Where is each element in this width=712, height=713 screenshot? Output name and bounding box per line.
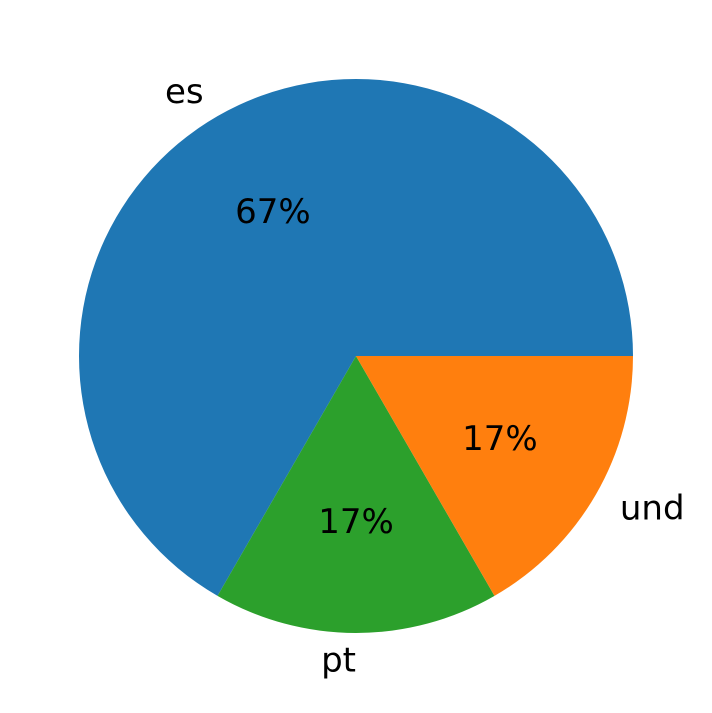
slice-label-und: und (620, 488, 685, 528)
slice-label-pt: pt (321, 641, 356, 681)
slice-percent-pt: 17% (318, 502, 394, 542)
slice-percent-es: 67% (235, 192, 311, 232)
slice-percent-und: 17% (462, 419, 538, 459)
pie-slice-und (356, 356, 633, 596)
pie-slice-es (78, 78, 633, 596)
slice-label-es: es (165, 72, 204, 112)
pie-slice-pt (217, 356, 495, 633)
